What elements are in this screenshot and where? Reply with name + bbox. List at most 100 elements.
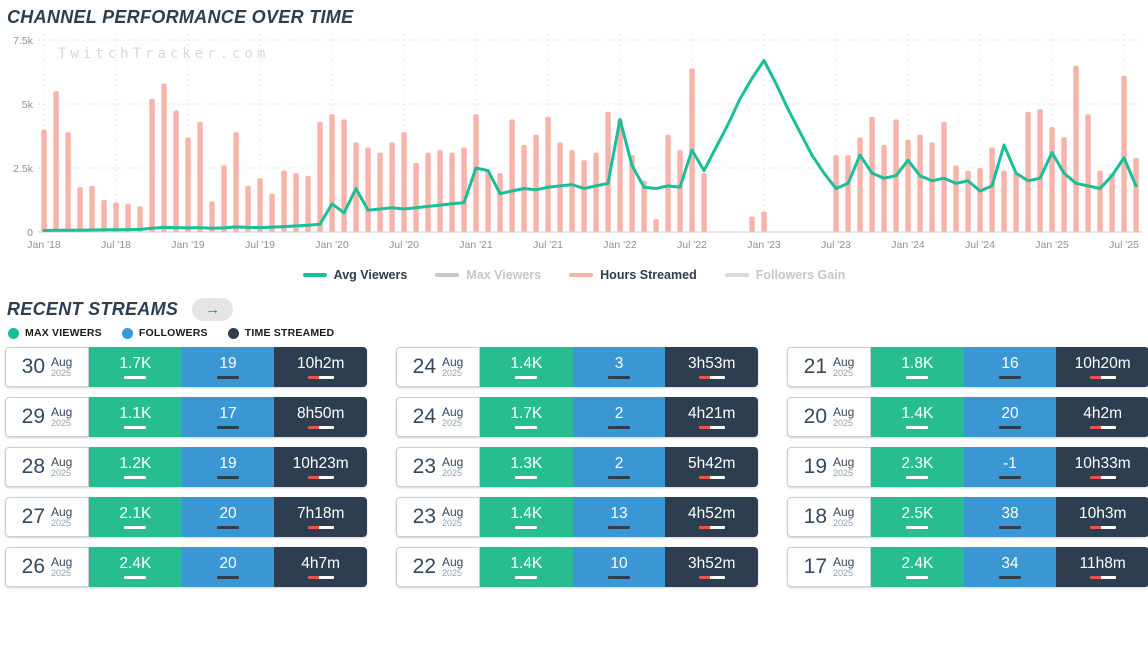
time-bar bbox=[698, 576, 725, 579]
stream-time: 11h8m bbox=[1056, 547, 1148, 587]
followers-value: 2 bbox=[614, 455, 624, 472]
followers-value: 19 bbox=[219, 455, 237, 472]
stream-row[interactable]: 17 Aug 2025 2.4K 34 11h8m bbox=[787, 547, 1148, 587]
stream-date: 23 Aug 2025 bbox=[396, 447, 480, 487]
time-bar bbox=[307, 376, 334, 379]
stream-date: 24 Aug 2025 bbox=[396, 347, 480, 387]
stream-day: 23 bbox=[412, 455, 436, 478]
max-viewers-value: 1.4K bbox=[901, 405, 934, 422]
legend-label: Avg Viewers bbox=[333, 268, 408, 282]
time-bar bbox=[307, 576, 334, 579]
time-value: 4h52m bbox=[687, 505, 736, 522]
followers-bar bbox=[217, 476, 239, 479]
legend-hours-streamed[interactable]: Hours Streamed bbox=[569, 268, 697, 282]
stream-time: 10h33m bbox=[1056, 447, 1148, 487]
stream-month: Aug bbox=[442, 354, 464, 369]
svg-text:Jul '25: Jul '25 bbox=[1109, 239, 1139, 251]
stream-time: 7h18m bbox=[274, 497, 368, 537]
stream-day: 24 bbox=[412, 405, 436, 428]
time-bar bbox=[1089, 376, 1116, 379]
stream-row[interactable]: 19 Aug 2025 2.3K -1 10h33m bbox=[787, 447, 1148, 487]
max-viewers-bar bbox=[515, 576, 538, 579]
stream-year: 2025 bbox=[833, 417, 854, 428]
stream-followers: 3 bbox=[572, 347, 666, 387]
stream-year: 2025 bbox=[833, 567, 854, 578]
stream-day: 20 bbox=[803, 405, 827, 428]
stream-row[interactable]: 27 Aug 2025 2.1K 20 7h18m bbox=[5, 497, 368, 537]
stream-row[interactable]: 22 Aug 2025 1.4K 10 3h52m bbox=[396, 547, 759, 587]
stream-followers: 20 bbox=[963, 397, 1057, 437]
stream-time: 5h42m bbox=[665, 447, 759, 487]
performance-chart: TwitchTracker.com 0 2.5k 5k 7.5k Jan '18 Jul … bbox=[0, 28, 1148, 266]
time-value: 3h52m bbox=[687, 555, 736, 572]
max-viewers-value: 1.4K bbox=[510, 555, 543, 572]
followers-value: 2 bbox=[614, 405, 624, 422]
max-viewers-swatch-icon bbox=[435, 273, 460, 277]
recent-streams-header: RECENT STREAMS → bbox=[7, 298, 1148, 321]
stream-row[interactable]: 23 Aug 2025 1.3K 2 5h42m bbox=[396, 447, 759, 487]
avg-viewers-swatch-icon bbox=[302, 273, 327, 277]
legend-label: Hours Streamed bbox=[600, 268, 697, 282]
stream-row[interactable]: 20 Aug 2025 1.4K 20 4h2m bbox=[787, 397, 1148, 437]
svg-text:Jan '25: Jan '25 bbox=[1035, 239, 1069, 251]
stream-followers: 2 bbox=[572, 397, 666, 437]
followers-value: 38 bbox=[1001, 505, 1019, 522]
svg-text:Jul '24: Jul '24 bbox=[965, 239, 995, 251]
followers-bar bbox=[608, 426, 630, 429]
stream-time: 4h52m bbox=[665, 497, 759, 537]
stream-max-viewers: 1.4K bbox=[480, 547, 573, 587]
legend-max-viewers: MAX VIEWERS bbox=[8, 327, 102, 339]
stream-max-viewers: 1.4K bbox=[871, 397, 964, 437]
max-viewers-bar bbox=[515, 526, 538, 529]
max-viewers-bar bbox=[906, 376, 929, 379]
followers-bar bbox=[217, 526, 239, 529]
max-viewers-value: 2.1K bbox=[119, 505, 152, 522]
stream-max-viewers: 1.7K bbox=[480, 397, 573, 437]
followers-value: 20 bbox=[1001, 405, 1019, 422]
stream-date: 20 Aug 2025 bbox=[787, 397, 871, 437]
stream-date: 28 Aug 2025 bbox=[5, 447, 89, 487]
time-bar bbox=[698, 426, 725, 429]
followers-bar bbox=[217, 376, 239, 379]
time-value: 4h7m bbox=[301, 555, 341, 572]
legend-label: Followers Gain bbox=[755, 268, 846, 282]
max-viewers-bar bbox=[906, 426, 929, 429]
legend-max-viewers[interactable]: Max Viewers bbox=[435, 268, 541, 282]
time-value: 3h53m bbox=[687, 355, 736, 372]
time-value: 7h18m bbox=[296, 505, 345, 522]
legend-avg-viewers[interactable]: Avg Viewers bbox=[302, 268, 408, 282]
stream-max-viewers: 2.4K bbox=[871, 547, 964, 587]
stream-day: 23 bbox=[412, 505, 436, 528]
stream-followers: 19 bbox=[181, 447, 275, 487]
stream-row[interactable]: 18 Aug 2025 2.5K 38 10h3m bbox=[787, 497, 1148, 537]
stream-row[interactable]: 24 Aug 2025 1.4K 3 3h53m bbox=[396, 347, 759, 387]
stream-day: 27 bbox=[21, 505, 45, 528]
followers-value: 20 bbox=[219, 555, 237, 572]
stream-row[interactable]: 26 Aug 2025 2.4K 20 4h7m bbox=[5, 547, 368, 587]
stream-row[interactable]: 21 Aug 2025 1.8K 16 10h20m bbox=[787, 347, 1148, 387]
recent-streams-arrow-button[interactable]: → bbox=[192, 298, 234, 321]
legend-followers-gain[interactable]: Followers Gain bbox=[724, 268, 846, 282]
stream-row[interactable]: 30 Aug 2025 1.7K 19 10h2m bbox=[5, 347, 368, 387]
time-value: 10h23m bbox=[292, 455, 349, 472]
stream-row[interactable]: 23 Aug 2025 1.4K 13 4h52m bbox=[396, 497, 759, 537]
recent-streams-title: RECENT STREAMS bbox=[7, 299, 179, 319]
max-viewers-value: 1.7K bbox=[510, 405, 543, 422]
stream-date: 24 Aug 2025 bbox=[396, 397, 480, 437]
stream-year: 2025 bbox=[51, 467, 72, 478]
max-viewers-value: 1.2K bbox=[119, 455, 152, 472]
max-viewers-value: 2.3K bbox=[901, 455, 934, 472]
stream-followers: 10 bbox=[572, 547, 666, 587]
stream-year: 2025 bbox=[51, 517, 72, 528]
stream-row[interactable]: 24 Aug 2025 1.7K 2 4h21m bbox=[396, 397, 759, 437]
stream-row[interactable]: 28 Aug 2025 1.2K 19 10h23m bbox=[5, 447, 368, 487]
max-viewers-bar bbox=[515, 426, 538, 429]
stream-row[interactable]: 29 Aug 2025 1.1K 17 8h50m bbox=[5, 397, 368, 437]
streams-column-3: 21 Aug 2025 1.8K 16 10h20m 20 Aug 2025 1.4K 20 4h2m… bbox=[787, 347, 1148, 587]
time-bar bbox=[698, 476, 725, 479]
stream-year: 2025 bbox=[51, 417, 72, 428]
stream-month: Aug bbox=[51, 354, 73, 369]
stream-date: 30 Aug 2025 bbox=[5, 347, 89, 387]
stream-followers: 13 bbox=[572, 497, 666, 537]
stream-month: Aug bbox=[51, 454, 73, 469]
